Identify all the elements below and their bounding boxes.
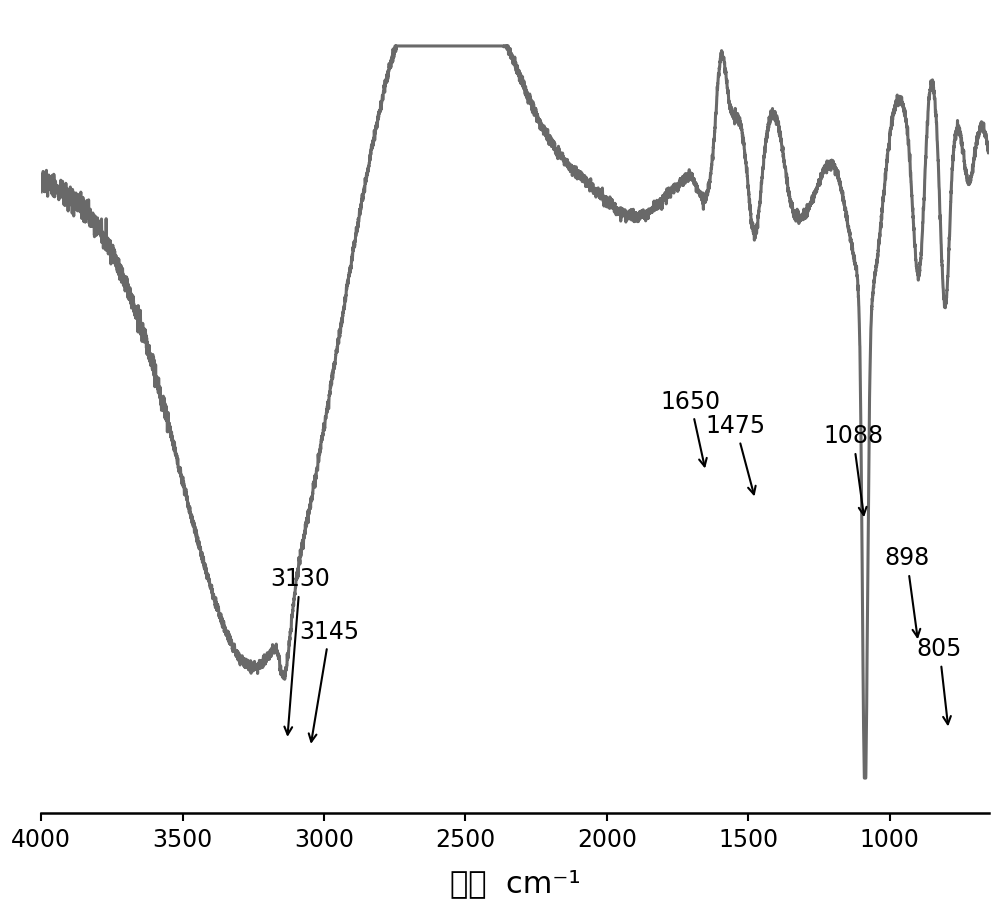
Text: 1088: 1088	[823, 425, 883, 515]
X-axis label: 波长  cm⁻¹: 波长 cm⁻¹	[450, 869, 580, 898]
Text: 1650: 1650	[660, 390, 720, 466]
Text: 3130: 3130	[270, 567, 330, 734]
Text: 805: 805	[917, 637, 962, 724]
Text: 3145: 3145	[300, 620, 360, 742]
Text: 1475: 1475	[706, 414, 766, 494]
Text: 898: 898	[884, 546, 929, 637]
